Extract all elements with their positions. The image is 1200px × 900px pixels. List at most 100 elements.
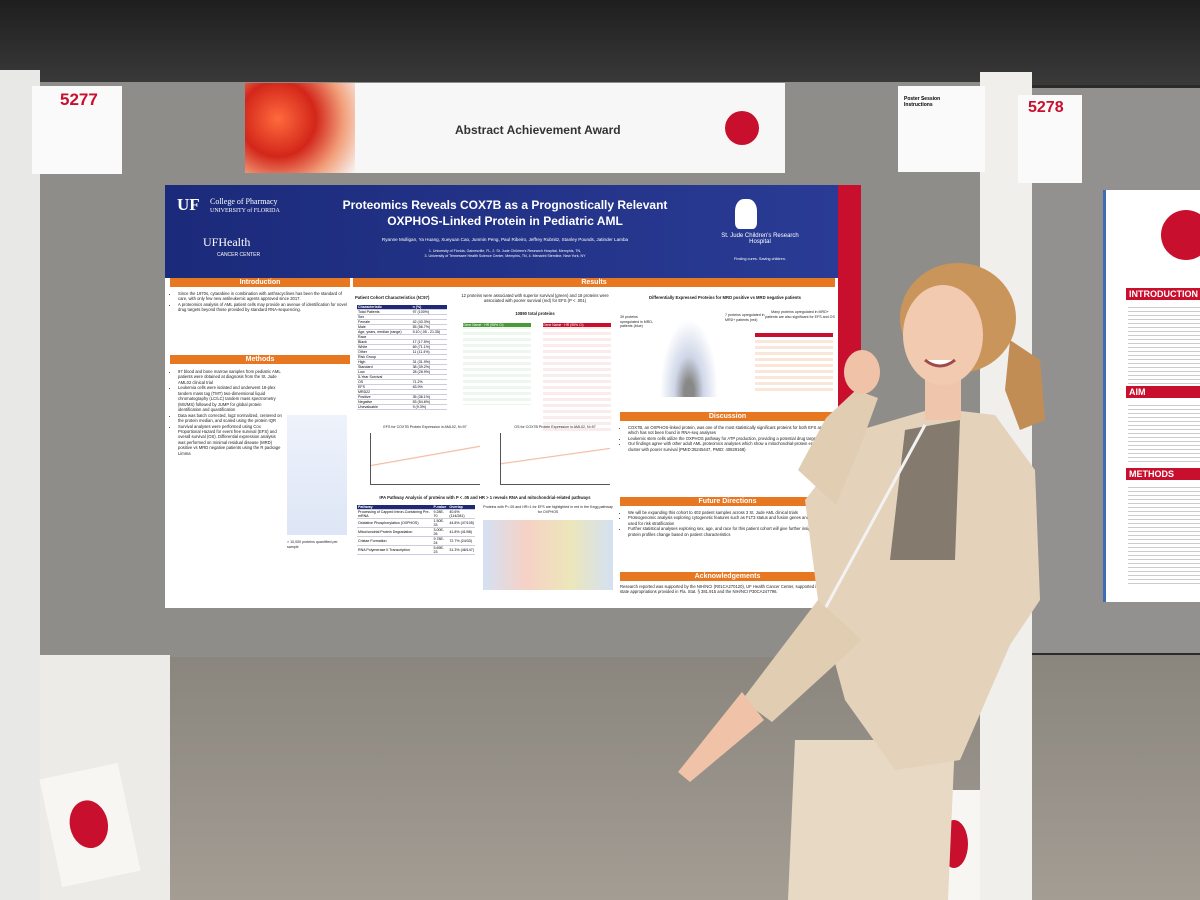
table-cell: White: [357, 344, 412, 350]
card-number: 5278: [1028, 99, 1064, 116]
table-cell: OS: [357, 379, 412, 385]
table-row: Processing of Capped Intron-Containing P…: [357, 509, 475, 519]
table-cell: MRD22: [357, 389, 412, 395]
table-row: Total Patients 97 (100%): [357, 309, 447, 315]
volcano-title: Differentially Expressed Proteins for MR…: [649, 295, 801, 300]
bullet: A proteomics analysis of AML patient cel…: [178, 302, 350, 313]
section-heading: METHODS: [1126, 468, 1200, 480]
table-cell: Male: [357, 324, 412, 330]
table-row: Oxidative Phosphorylation (OXPHOS) 1.50E-…: [357, 518, 475, 528]
bullet: Leukemic stem cells utilize the OXPHOS p…: [628, 436, 835, 441]
text-block: [1128, 304, 1200, 384]
gene-header: Gene Name · HR (95% CI): [463, 323, 531, 328]
table-row: MRD22: [357, 389, 447, 395]
km-plot: [370, 433, 480, 485]
bullet: 97 blood and bone marrow samples from pe…: [178, 369, 282, 385]
table-cell: Female: [357, 319, 412, 325]
results-note: 10890 total proteins: [515, 311, 555, 316]
pants: [788, 740, 955, 900]
ash-logo: [725, 111, 759, 145]
table-row: Positive 35 (36.1%): [357, 394, 447, 400]
table-cell: 9 (9.3%): [411, 404, 447, 410]
table-cell: 38 (39.2%): [411, 364, 447, 370]
table-cell: 5.69E-23: [432, 545, 449, 555]
section-body: 97 blood and bone marrow samples from pe…: [170, 369, 282, 456]
table-cell: 31 (31.9%): [411, 359, 447, 365]
award-banner: Abstract Achievement Award: [245, 83, 785, 173]
section-heading: INTRODUCTION: [1126, 288, 1200, 300]
poster: UF College of Pharmacy UNIVERSITY of FLO…: [165, 185, 861, 608]
table-row: Cristae Formation 9.78E-24 72.7% (24/33): [357, 536, 475, 546]
section-body: We will be expanding this cohort to 402 …: [620, 510, 835, 537]
gene-table: Gene Name · HR (95% CI): [463, 323, 531, 405]
kegg-note: Proteins with P<.05 and HR>1 for EFS are…: [483, 505, 613, 514]
table-cell: Sex: [357, 314, 412, 320]
gene-header-cell: HR (95% CI): [564, 323, 584, 327]
ipa-table: Pathway P-value Overlap Processing of Cappe…: [357, 505, 475, 555]
table-cell: 97 (100%): [411, 309, 447, 315]
affiliation: 3. University of Tennessee Health Scienc…: [424, 254, 586, 259]
table-cell: 28 (28.9%): [411, 369, 447, 375]
table-cell: 72.7% (24/33): [448, 536, 475, 546]
logo-text: St. Jude Children's Research Hospital: [721, 233, 799, 245]
bullet-list: COX7B, an OXPHOS-linked protein, was one…: [620, 425, 835, 452]
bullet: COX7B, an OXPHOS-linked protein, was one…: [628, 425, 835, 436]
table-cell: Total Patients: [357, 309, 412, 315]
table-cell: 11 (11.4%): [411, 349, 447, 355]
table-row: White 69 (71.1%): [357, 344, 447, 350]
table-cell: Negative: [357, 399, 412, 405]
logo-text: College of Pharmacy: [210, 197, 278, 206]
gene-header-cell: HR (95% CI): [484, 323, 504, 327]
bullet: Proteogenomic analysis exploring cytogen…: [628, 515, 835, 526]
km-title: OS for COX7B Protein Expression in AML02…: [514, 425, 596, 429]
table-row: Black 17 (17.5%): [357, 339, 447, 345]
table: Characteristic n (%) Total Patients 97 (100…: [357, 305, 447, 410]
table-cell: [411, 374, 447, 380]
affiliation: 1. University of Florida, Gainesville, F…: [428, 249, 582, 253]
table-row: Negative 53 (54.6%): [357, 399, 447, 405]
table-cell: [411, 334, 447, 340]
table-cell: 9.28E-70: [432, 509, 449, 519]
board-card: 5278: [1018, 95, 1082, 183]
table-cell: Cristae Formation: [357, 536, 433, 546]
side-panel: [0, 70, 40, 900]
table-cell: Unevaluable: [357, 404, 412, 410]
table-cell: Black: [357, 339, 412, 345]
table-cell: Low: [357, 369, 412, 375]
table-header: Pathway P-value Overlap: [357, 505, 475, 510]
table-row: Mitochondrial Protein Degradation 3.00E-2…: [357, 527, 475, 537]
card-number: 5277: [60, 90, 98, 109]
table-cell: 63.9%: [411, 384, 447, 390]
logo-text: Finding cures. Saving children.: [734, 257, 786, 261]
arm-lower: [742, 600, 862, 722]
table-cell: Positive: [357, 394, 412, 400]
table-cell: [411, 389, 447, 395]
table-cell: [411, 314, 447, 320]
table-cell: Age, years, median (range): [357, 329, 412, 335]
bullet-list: Since the 1970s, cytarabine in combinati…: [170, 291, 350, 313]
affiliations: 1. University of Florida, Gainesville, F…: [325, 249, 685, 260]
table-cell: 31.3% (46/147): [448, 545, 475, 555]
section-heading: Results: [353, 278, 835, 287]
table-row: Other 11 (11.4%): [357, 349, 447, 355]
logo-text: UFHealth: [203, 235, 251, 249]
mrd-table: [755, 333, 833, 393]
board-card: 5277: [32, 86, 122, 174]
section-heading: AIM: [1126, 386, 1200, 398]
mrd-note: Many proteins upregulated in MRD+ patien…: [765, 310, 835, 319]
method-figure: [287, 415, 347, 535]
bullet-list: 97 blood and bone marrow samples from pe…: [170, 369, 282, 456]
text-block: [1128, 402, 1200, 462]
table-cell: 40.6% (114/281): [448, 509, 475, 519]
jacket: [805, 408, 1040, 770]
neighbor-logo: [1161, 210, 1200, 260]
table-cell: 53 (54.6%): [411, 399, 447, 405]
table-cell: 42 (43.3%): [411, 319, 447, 325]
bullet: Survival analyses were performed using C…: [178, 424, 282, 457]
neighbor-poster: INTRODUCTION AIM METHODS: [1103, 190, 1200, 602]
header-cell: Characteristic: [357, 305, 412, 310]
table-cell: Processing of Capped Intron-Containing P…: [357, 509, 433, 519]
table-cell: 69 (71.1%): [411, 344, 447, 350]
table-cell: 44.8% (47/105): [448, 518, 475, 528]
